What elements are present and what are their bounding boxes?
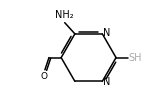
Text: N: N [103,77,111,87]
Text: O: O [41,72,48,81]
Text: SH: SH [129,53,142,63]
Text: N: N [103,28,111,38]
Text: NH₂: NH₂ [55,10,74,20]
